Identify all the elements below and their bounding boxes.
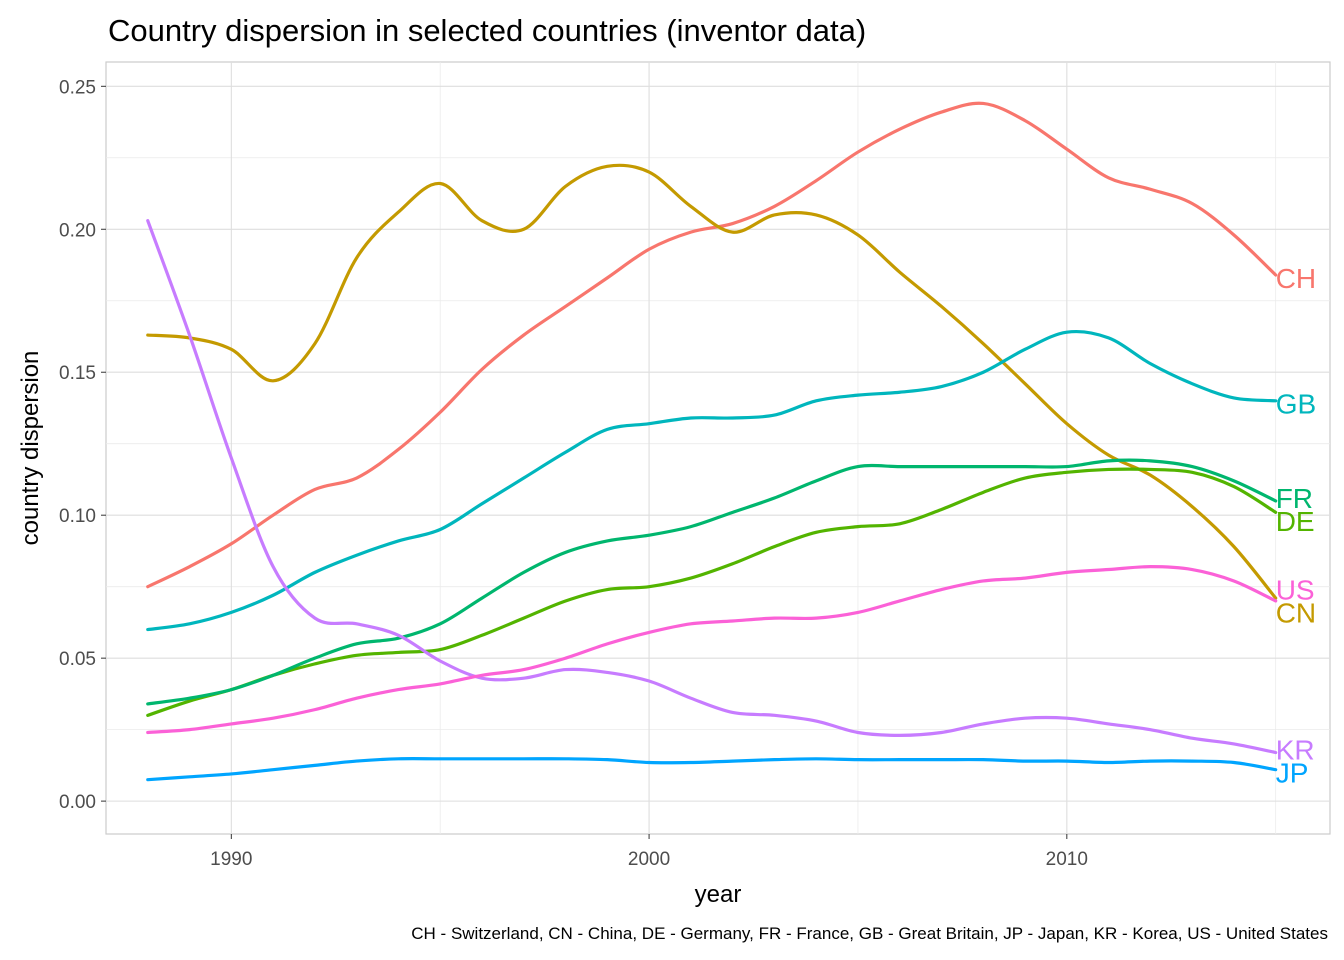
gridlines (106, 62, 1330, 834)
end-label-fr: FR (1276, 483, 1313, 514)
end-label-cn: CN (1276, 597, 1316, 628)
y-tick-label: 0.15 (59, 363, 96, 384)
end-label-us: US (1276, 575, 1315, 606)
series-line-fr (146, 458, 1278, 706)
series-line-de (146, 467, 1278, 717)
series-lines (146, 101, 1278, 782)
series-line-cn (146, 163, 1278, 600)
y-tick-label: 0.05 (59, 649, 96, 670)
end-label-jp: JP (1276, 758, 1309, 789)
series-line-us (146, 565, 1278, 735)
y-tick-label: 0.25 (59, 77, 96, 98)
y-tick-label: 0.20 (59, 220, 96, 241)
chart-title: Country dispersion in selected countries… (108, 13, 866, 48)
end-label-gb: GB (1276, 389, 1316, 420)
x-axis-title: year (695, 881, 742, 908)
axis-ticks: 0.00 0.05 0.10 0.15 0.20 0.25 1990 2000 2010 (59, 77, 1088, 870)
series-line-ch (146, 101, 1278, 589)
plot-panel (105, 61, 1331, 835)
end-label-ch: CH (1276, 263, 1316, 294)
end-label-de: DE (1276, 506, 1315, 537)
y-tick-label: 0.00 (59, 792, 96, 813)
end-label-kr: KR (1276, 735, 1315, 766)
series-line-gb (146, 329, 1278, 632)
x-tick-label: 2010 (1046, 849, 1088, 870)
caption: CH - Switzerland, CN - China, DE - Germa… (411, 924, 1328, 943)
x-tick-label: 1990 (210, 849, 252, 870)
series-line-jp (146, 757, 1278, 782)
y-tick-label: 0.10 (59, 506, 96, 527)
series-line-kr (146, 219, 1278, 755)
y-axis-title: country dispersion (17, 351, 44, 546)
x-tick-label: 2000 (628, 849, 670, 870)
